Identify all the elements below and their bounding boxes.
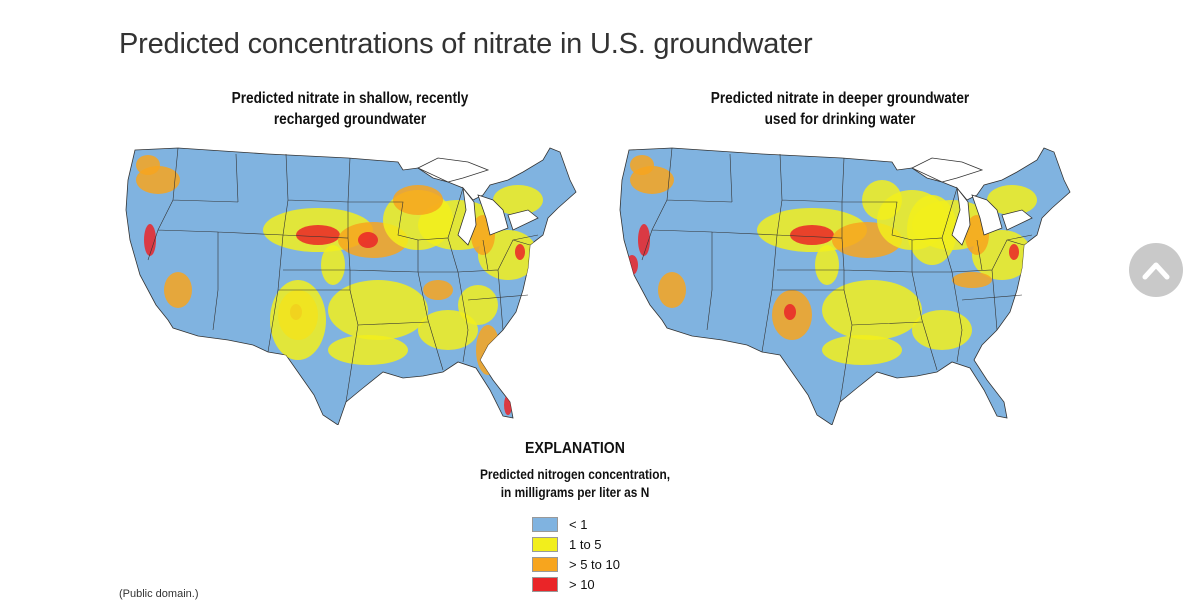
map-title-shallow: Predicted nitrate in shallow, recently r… xyxy=(192,88,509,130)
concentration-patch xyxy=(626,255,638,275)
concentration-patch xyxy=(418,310,478,350)
concentration-patch xyxy=(912,310,972,350)
concentration-patch xyxy=(458,285,498,325)
legend-heading: EXPLANATION xyxy=(525,440,625,457)
great-lakes xyxy=(417,157,539,246)
concentration-patch xyxy=(638,224,650,256)
state-borders xyxy=(147,147,539,403)
legend-item: > 10 xyxy=(532,574,620,594)
concentration-patch xyxy=(952,272,992,288)
legend-item: < 1 xyxy=(532,514,620,534)
legend-item: 1 to 5 xyxy=(532,534,620,554)
concentration-patch xyxy=(658,272,686,308)
concentration-patch xyxy=(423,280,453,300)
map-shallow-groundwater xyxy=(125,147,577,425)
concentration-patch xyxy=(784,304,796,320)
concentration-patch xyxy=(493,185,543,215)
concentration-patch xyxy=(393,185,443,215)
concentration-patch xyxy=(328,335,408,365)
concentration-patch xyxy=(270,280,326,360)
legend-swatch xyxy=(532,516,558,532)
map-title-line: recharged groundwater xyxy=(273,111,427,128)
map-title-line: Predicted nitrate in deeper groundwater xyxy=(710,90,970,107)
legend-swatch xyxy=(532,556,558,572)
chevron-up-icon xyxy=(1142,262,1170,280)
legend-label: < 1 xyxy=(569,516,588,532)
concentration-patch xyxy=(822,335,902,365)
concentration-patch xyxy=(815,245,839,285)
legend-subtitle-line: Predicted nitrogen concentration, xyxy=(479,467,671,482)
map-title-deep: Predicted nitrate in deeper groundwater … xyxy=(682,88,999,130)
page-title: Predicted concentrations of nitrate in U… xyxy=(119,28,813,60)
legend: < 1 1 to 5 > 5 to 10 > 10 xyxy=(532,514,620,594)
concentration-patch xyxy=(476,325,500,375)
concentration-patch xyxy=(144,224,156,256)
legend-item: > 5 to 10 xyxy=(532,554,620,574)
legend-swatch xyxy=(532,576,558,592)
great-lakes xyxy=(911,157,1033,246)
legend-label: 1 to 5 xyxy=(569,536,602,552)
concentration-patch xyxy=(630,155,654,175)
legend-subtitle: Predicted nitrogen concentration, in mil… xyxy=(456,466,694,502)
state-borders xyxy=(641,147,1033,403)
concentration-patch xyxy=(1009,244,1019,260)
concentration-patch xyxy=(907,195,957,265)
concentration-patch xyxy=(790,225,834,245)
concentration-patches xyxy=(136,155,543,415)
map-title-line: used for drinking water xyxy=(764,111,916,128)
concentration-patch xyxy=(136,155,160,175)
legend-swatch xyxy=(532,536,558,552)
concentration-patch xyxy=(328,280,428,340)
scroll-to-top-button[interactable] xyxy=(1129,243,1183,297)
concentration-patch xyxy=(296,225,340,245)
legend-subtitle-line: in milligrams per liter as N xyxy=(500,485,650,500)
image-credit: (Public domain.) xyxy=(119,588,199,600)
legend-label: > 5 to 10 xyxy=(569,556,620,572)
map-title-line: Predicted nitrate in shallow, recently xyxy=(231,90,469,107)
map-deeper-groundwater xyxy=(619,147,1071,425)
concentration-patch xyxy=(515,244,525,260)
concentration-patch xyxy=(822,280,922,340)
concentration-patch xyxy=(358,232,378,248)
concentration-patch xyxy=(164,272,192,308)
concentration-patch xyxy=(321,245,345,285)
legend-label: > 10 xyxy=(569,576,595,592)
concentration-patch xyxy=(862,180,902,220)
concentration-patch xyxy=(987,185,1037,215)
concentration-patches xyxy=(626,155,1037,365)
